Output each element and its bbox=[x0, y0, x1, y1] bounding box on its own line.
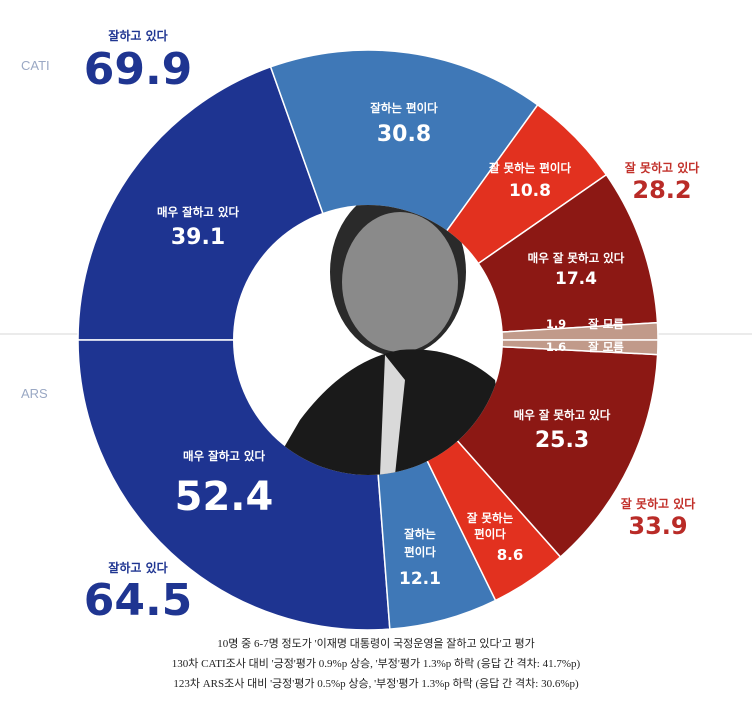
ars-very-bad-label: 매우 잘 못하고 있다 bbox=[514, 408, 611, 422]
cati-bad-label: 잘 못하는 편이다 bbox=[489, 161, 571, 175]
footnote-1: 10명 중 6-7명 정도가 '이재명 대통령이 국정운영을 잘하고 있다'고 … bbox=[217, 638, 535, 650]
ars-bad-label-line1: 잘 못하는 bbox=[467, 511, 514, 525]
ars-negative-value: 33.9 bbox=[628, 512, 687, 540]
ars-positive-value: 64.5 bbox=[84, 575, 193, 626]
cati-very-good-label: 매우 잘하고 있다 bbox=[157, 205, 239, 219]
portrait-photo bbox=[268, 205, 503, 475]
ars-good-label-line1: 잘하는 bbox=[404, 527, 436, 541]
ars-good-label-line2: 편이다 bbox=[404, 545, 436, 559]
cati-positive-value: 69.9 bbox=[84, 44, 193, 95]
cati-positive-label: 잘하고 있다 bbox=[108, 28, 167, 43]
ars-bad-value: 8.6 bbox=[497, 546, 524, 564]
ars-very-bad-value: 25.3 bbox=[535, 428, 589, 453]
cati-good-value: 30.8 bbox=[377, 122, 431, 147]
ars-unknown-value: 1.6 bbox=[546, 340, 566, 354]
cati-unknown-label: 잘 모름 bbox=[588, 317, 624, 331]
ars-label: ARS bbox=[21, 386, 48, 401]
ars-very-good-value: 52.4 bbox=[175, 474, 274, 520]
cati-bad-value: 10.8 bbox=[509, 181, 551, 201]
ars-positive-label: 잘하고 있다 bbox=[108, 560, 167, 575]
cati-negative-value: 28.2 bbox=[632, 176, 691, 204]
cati-unknown-value: 1.9 bbox=[546, 317, 566, 331]
ars-bad-label-line2: 편이다 bbox=[474, 527, 506, 541]
cati-very-good-value: 39.1 bbox=[171, 225, 225, 250]
cati-good-label: 잘하는 편이다 bbox=[370, 101, 438, 115]
ars-good-value: 12.1 bbox=[399, 569, 441, 589]
cati-very-bad-label: 매우 잘 못하고 있다 bbox=[528, 251, 625, 265]
footnote-2: 130차 CATI조사 대비 '긍정'평가 0.9%p 상승, '부정'평가 1… bbox=[171, 658, 581, 670]
cati-label: CATI bbox=[21, 58, 50, 73]
footnote-3: 123차 ARS조사 대비 '긍정'평가 0.5%p 상승, '부정'평가 1.… bbox=[173, 678, 579, 690]
ars-negative-label: 잘 못하고 있다 bbox=[621, 496, 696, 511]
ars-unknown-label: 잘 모름 bbox=[588, 340, 624, 354]
cati-negative-label: 잘 못하고 있다 bbox=[625, 160, 700, 175]
ars-very-good-label: 매우 잘하고 있다 bbox=[183, 449, 265, 463]
cati-slice-2 bbox=[269, 49, 539, 342]
cati-very-bad-value: 17.4 bbox=[555, 269, 597, 289]
